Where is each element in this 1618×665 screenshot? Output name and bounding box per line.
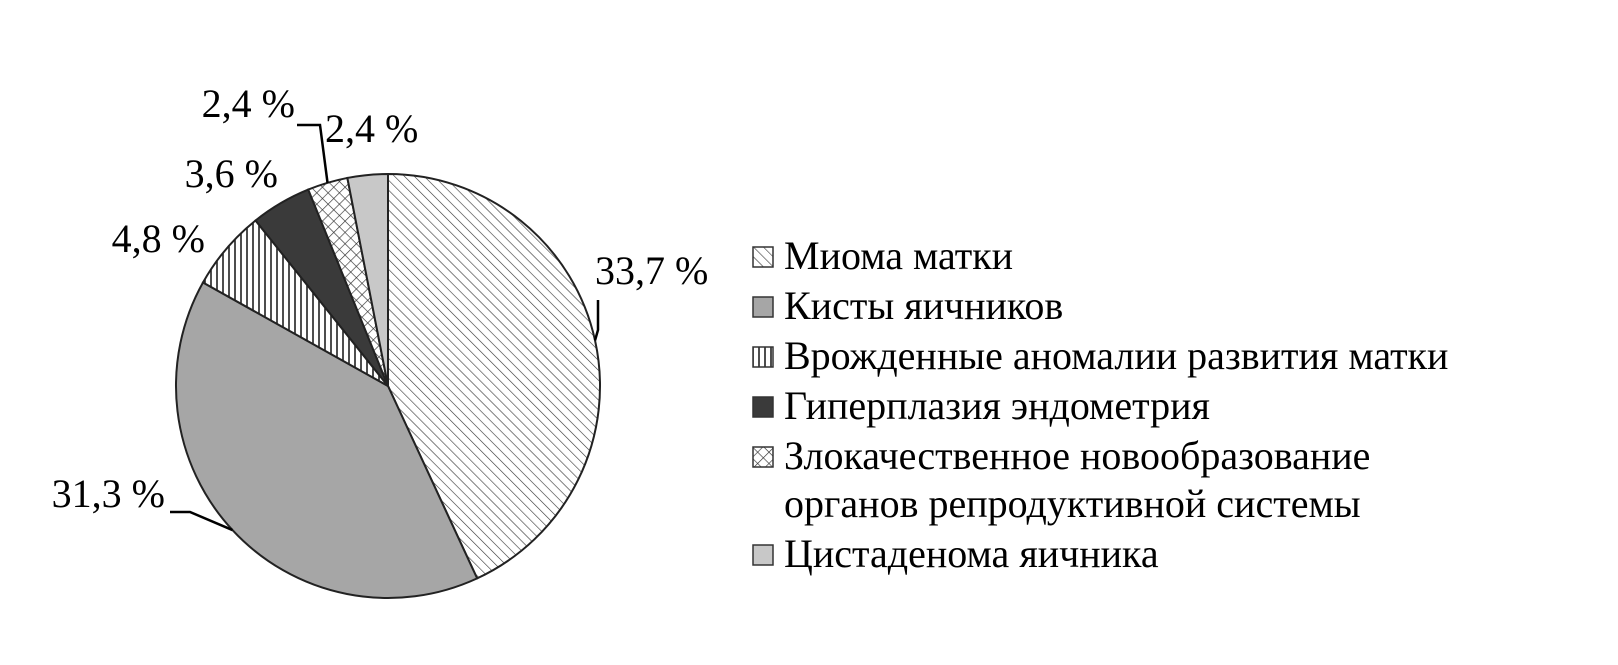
swatch-rect — [752, 446, 774, 468]
legend-item: Миома матки — [752, 232, 1448, 280]
data-label: 2,4 % — [325, 106, 418, 151]
leader-line — [297, 123, 329, 183]
data-label: 4,8 % — [112, 216, 205, 261]
pie-slice — [346, 172, 389, 387]
legend-label: Кисты яичников — [784, 283, 1064, 328]
swatch-rect — [752, 544, 774, 566]
swatch-rect — [752, 346, 774, 368]
data-label: 2,4 % — [202, 81, 295, 126]
legend-label: Миома матки — [784, 233, 1014, 278]
swatch-rect — [752, 396, 774, 418]
data-label: 3,6 % — [185, 151, 278, 196]
legend-label: Цистаденома яичника — [784, 531, 1159, 576]
data-label: 33,7 % — [595, 248, 708, 293]
legend: Миома матки Кисты яичников Врожденные аном… — [752, 232, 1448, 580]
data-label: 31,3 % — [52, 471, 165, 516]
legend-item: Злокачественное новообразование органов … — [752, 432, 1448, 528]
legend-swatch — [752, 346, 774, 368]
leader-line — [170, 510, 233, 532]
legend-item: Гиперплазия эндометрия — [752, 382, 1448, 430]
swatch-rect — [752, 246, 774, 268]
legend-swatch — [752, 246, 774, 268]
leader-line — [593, 300, 600, 341]
legend-swatch — [752, 396, 774, 418]
swatch-rect — [752, 296, 774, 318]
legend-label: Врожденные аномалии развития матки — [784, 333, 1449, 378]
legend-label: Гиперплазия эндометрия — [784, 383, 1210, 428]
legend-item: Цистаденома яичника — [752, 530, 1448, 578]
legend-swatch — [752, 446, 774, 468]
legend-label: Злокачественное новообразование органов … — [784, 433, 1371, 526]
legend-swatch — [752, 544, 774, 566]
legend-item: Кисты яичников — [752, 282, 1448, 330]
legend-swatch — [752, 296, 774, 318]
legend-item: Врожденные аномалии развития матки — [752, 332, 1448, 380]
